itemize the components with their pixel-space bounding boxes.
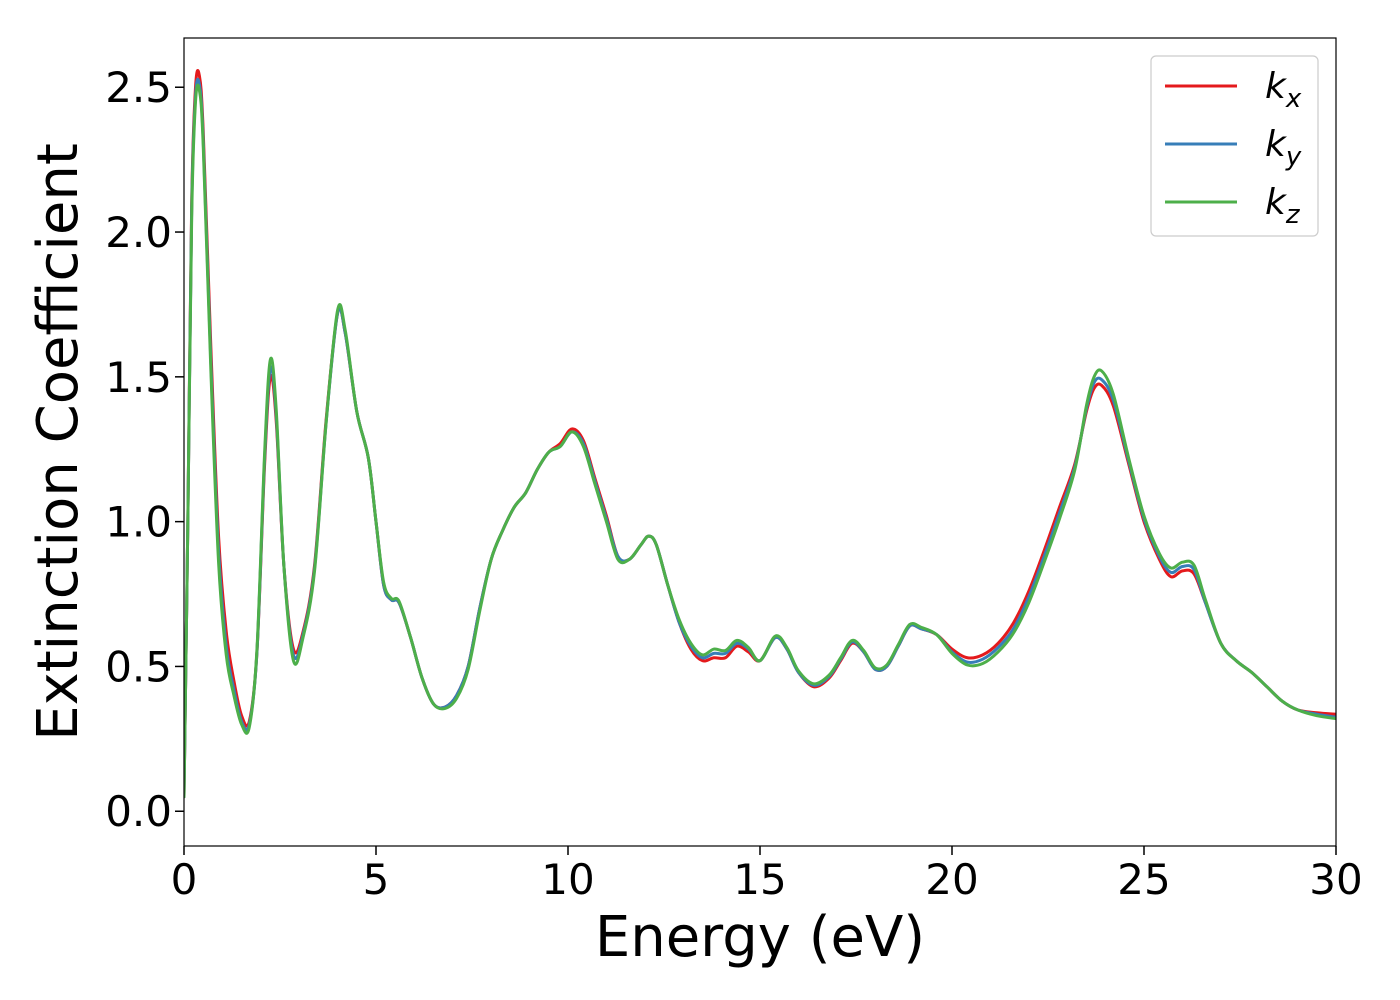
legend-label: ky bbox=[1265, 124, 1302, 172]
legend-label: kx bbox=[1265, 66, 1302, 114]
y-tick-label: 0.5 bbox=[105, 642, 172, 691]
y-tick-label: 1.0 bbox=[105, 498, 172, 547]
y-axis: 0.0 0.5 1.0 1.5 2.0 2.5 bbox=[105, 63, 184, 836]
y-axis-title: Extinction Coefficient bbox=[26, 143, 91, 741]
x-tick-label: 10 bbox=[541, 855, 594, 904]
legend-label: kz bbox=[1265, 182, 1301, 230]
y-tick-label: 0.0 bbox=[105, 787, 172, 836]
legend-item-k-x: kx bbox=[1165, 66, 1302, 114]
y-tick-label: 2.0 bbox=[105, 208, 172, 257]
x-tick-label: 0 bbox=[171, 855, 198, 904]
x-axis: 0 5 10 15 20 25 30 bbox=[171, 846, 1363, 904]
x-tick-label: 5 bbox=[363, 855, 390, 904]
x-tick-label: 25 bbox=[1117, 855, 1170, 904]
y-tick-label: 1.5 bbox=[105, 353, 172, 402]
x-tick-label: 20 bbox=[925, 855, 978, 904]
legend-item-k-y: ky bbox=[1165, 124, 1302, 172]
series-line-k-z bbox=[184, 83, 1336, 799]
x-axis-title: Energy (eV) bbox=[595, 905, 925, 970]
legend-item-k-z: kz bbox=[1165, 182, 1301, 230]
x-tick-label: 30 bbox=[1309, 855, 1362, 904]
legend-box bbox=[1150, 55, 1319, 237]
series-layer bbox=[184, 69, 1336, 799]
y-tick-label: 2.5 bbox=[105, 63, 172, 112]
x-tick-label: 15 bbox=[733, 855, 786, 904]
legend: kx ky kz bbox=[1150, 55, 1319, 237]
